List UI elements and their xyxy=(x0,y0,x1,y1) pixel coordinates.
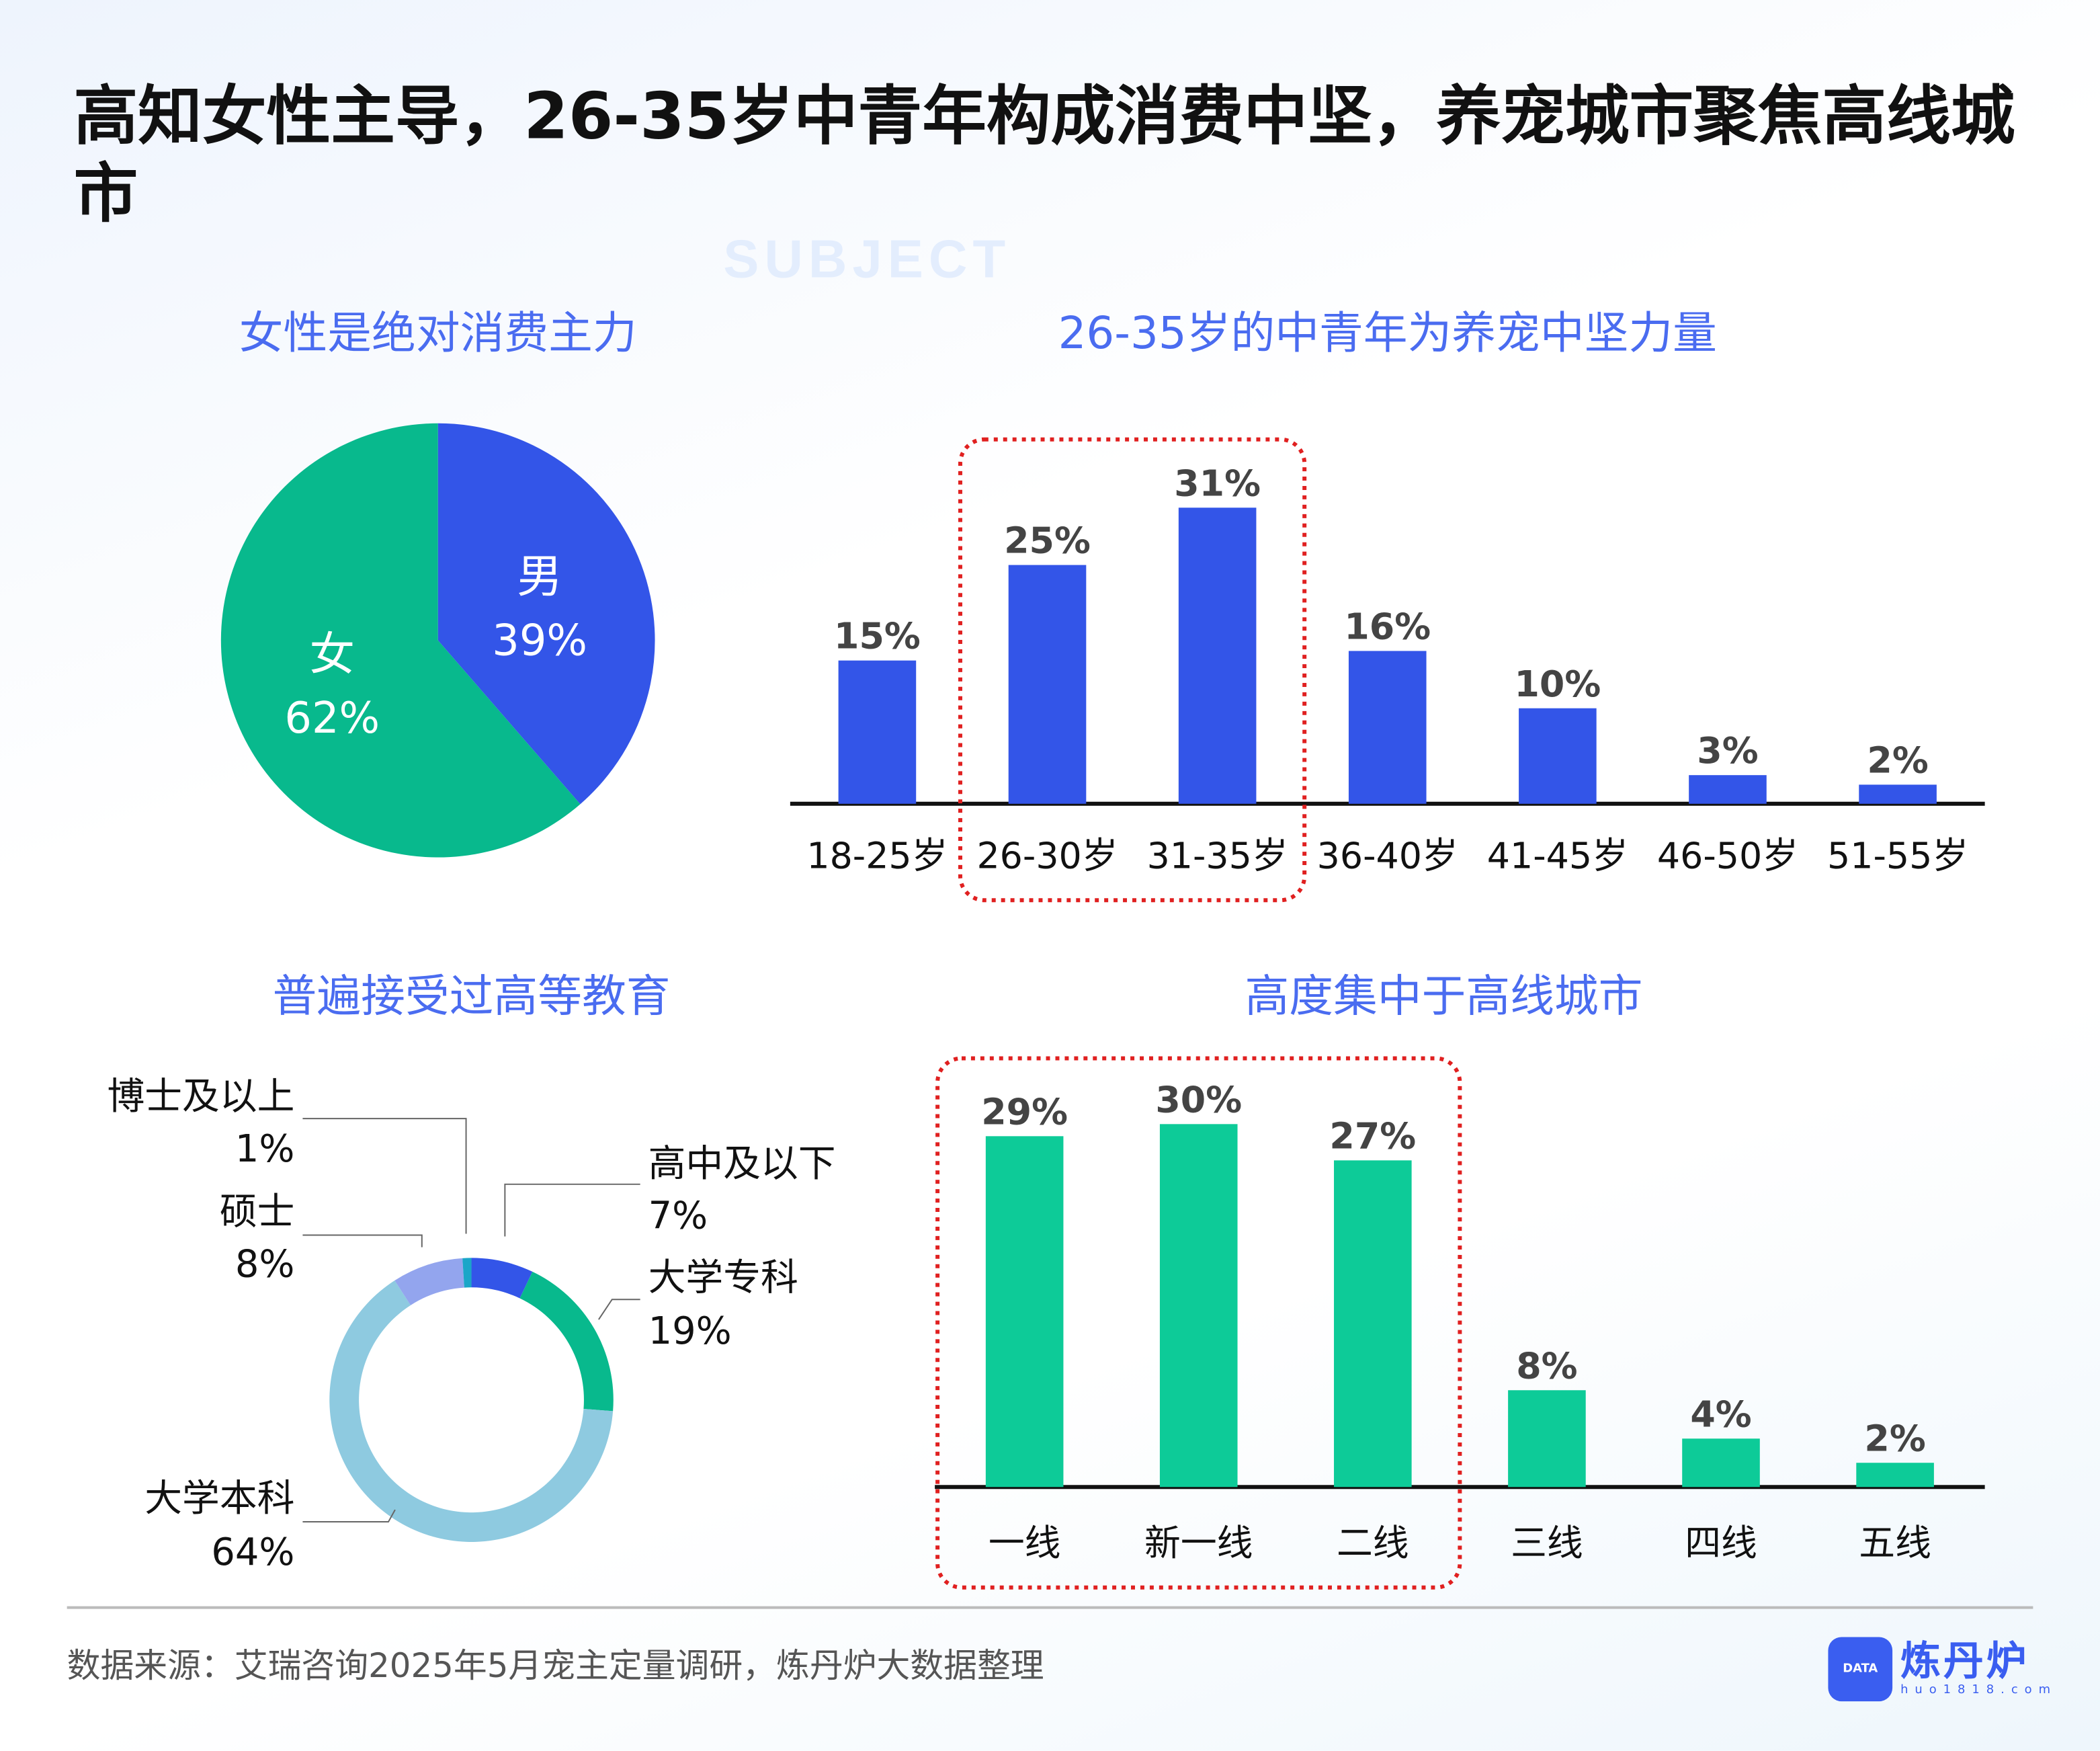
logo-name: 炼丹炉 xyxy=(1900,1638,2029,1686)
age-bar xyxy=(1348,651,1427,804)
page-title: 高知女性主导，26-35岁中青年构成消费中坚，养宠城市聚焦高线城市 xyxy=(73,79,2015,232)
city-category-label: 五线 xyxy=(1859,1522,1931,1564)
city-value-label: 2% xyxy=(1864,1417,1925,1459)
city-bar xyxy=(1334,1160,1412,1488)
city-value-label: 30% xyxy=(1155,1078,1242,1121)
city-highlight-box xyxy=(935,1056,1462,1590)
education-chart-title: 普遍接受过高等教育 xyxy=(272,969,671,1022)
age-value-label: 25% xyxy=(1004,520,1091,562)
age-value-label: 15% xyxy=(834,615,921,657)
donut-value: 19% xyxy=(648,1309,732,1353)
city-category-label: 一线 xyxy=(989,1522,1061,1564)
donut-label: 博士及以上 xyxy=(107,1075,294,1118)
age-bar xyxy=(838,660,917,804)
donut-label: 大学专科 xyxy=(648,1256,798,1299)
city-bar xyxy=(1856,1463,1934,1488)
donut-value: 7% xyxy=(648,1194,708,1238)
age-category-label: 18-25岁 xyxy=(806,834,948,877)
age-bar xyxy=(1178,507,1257,804)
pie-label: 男 xyxy=(517,550,562,603)
city-bar xyxy=(1159,1124,1238,1488)
city-value-label: 4% xyxy=(1690,1393,1751,1435)
city-category-label: 新一线 xyxy=(1144,1522,1253,1564)
cauldron-icon: DATA xyxy=(1828,1637,1893,1702)
age-category-label: 31-35岁 xyxy=(1147,834,1288,877)
pie-value: 39% xyxy=(492,616,587,666)
city-category-label: 二线 xyxy=(1337,1522,1409,1564)
leader-line xyxy=(504,1183,640,1237)
age-category-label: 51-55岁 xyxy=(1827,834,1968,877)
brand-logo: DATA 炼丹炉 huo1818.com xyxy=(1828,1637,2058,1702)
donut-slice xyxy=(462,1258,472,1288)
age-chart-title: 26-35岁的中青年为养宠中坚力量 xyxy=(1058,307,1717,360)
donut-value: 8% xyxy=(235,1242,295,1286)
age-highlight-box xyxy=(958,437,1307,903)
age-category-label: 36-40岁 xyxy=(1317,834,1458,877)
age-category-label: 41-45岁 xyxy=(1487,834,1628,877)
age-bar xyxy=(1519,708,1597,804)
leader-line xyxy=(598,1299,640,1320)
city-bar xyxy=(985,1136,1064,1488)
age-value-label: 31% xyxy=(1174,462,1261,504)
donut-slice xyxy=(471,1258,533,1299)
gender-chart-title: 女性是绝对消费主力 xyxy=(239,307,637,360)
age-value-label: 10% xyxy=(1514,663,1601,705)
leader-line xyxy=(302,1234,423,1248)
city-category-label: 四线 xyxy=(1685,1522,1757,1564)
age-value-label: 3% xyxy=(1697,729,1758,772)
leader-line xyxy=(302,1118,467,1234)
leader-line xyxy=(302,1509,396,1523)
footer-divider xyxy=(67,1606,2033,1609)
pie-slice-female xyxy=(220,423,581,858)
city-bar xyxy=(1508,1390,1586,1488)
age-bar xyxy=(1008,565,1087,804)
age-bar xyxy=(1859,784,1937,804)
donut-value: 64% xyxy=(211,1531,294,1574)
city-chart-title: 高度集中于高线城市 xyxy=(1245,969,1643,1022)
city-category-label: 三线 xyxy=(1511,1522,1583,1564)
city-value-label: 29% xyxy=(981,1090,1068,1133)
city-value-label: 27% xyxy=(1329,1114,1416,1157)
watermark: SUBJECT xyxy=(723,230,1011,290)
age-bar xyxy=(1689,775,1767,804)
donut-label: 高中及以下 xyxy=(648,1142,836,1186)
age-category-label: 26-30岁 xyxy=(976,834,1118,877)
pie-label: 女 xyxy=(309,628,355,681)
age-value-label: 16% xyxy=(1344,606,1431,648)
pie-slice-male xyxy=(437,423,655,805)
city-value-label: 8% xyxy=(1516,1344,1577,1387)
donut-label: 大学本科 xyxy=(144,1477,294,1520)
donut-slice xyxy=(519,1271,614,1412)
age-value-label: 2% xyxy=(1867,739,1928,781)
donut-label: 硕士 xyxy=(220,1190,295,1234)
logo-url: huo1818.com xyxy=(1900,1684,2058,1698)
pie-value: 62% xyxy=(284,694,380,743)
city-bar xyxy=(1682,1438,1760,1488)
donut-value: 1% xyxy=(235,1127,295,1171)
data-source: 数据来源：艾瑞咨询2025年5月宠主定量调研，炼丹炉大数据整理 xyxy=(67,1646,1044,1686)
age-category-label: 46-50岁 xyxy=(1657,834,1798,877)
donut-slice xyxy=(394,1258,464,1305)
